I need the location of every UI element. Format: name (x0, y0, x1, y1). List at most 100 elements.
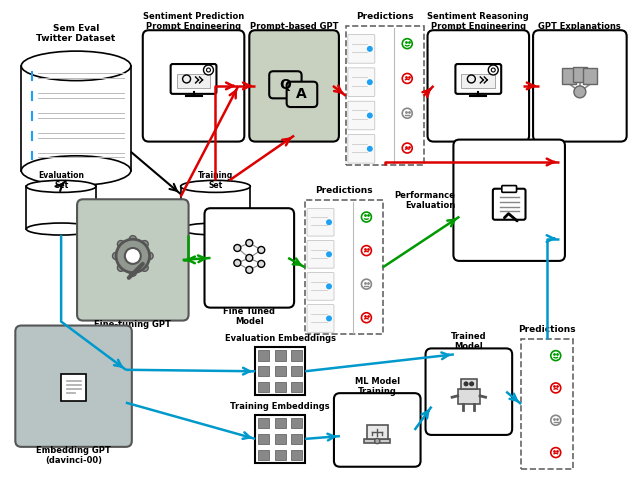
Circle shape (129, 236, 136, 243)
Bar (563, 68, 577, 84)
FancyBboxPatch shape (334, 393, 420, 467)
Bar (291, 418, 302, 428)
FancyBboxPatch shape (307, 241, 334, 268)
Bar (180, 186, 250, 229)
FancyBboxPatch shape (456, 64, 501, 94)
Bar (258, 418, 269, 428)
Circle shape (246, 267, 253, 273)
Circle shape (470, 382, 474, 386)
Text: ML Model
Training: ML Model Training (355, 377, 400, 396)
Text: Embedding GPT
(davinci-00): Embedding GPT (davinci-00) (36, 446, 111, 465)
Bar (364, 439, 390, 443)
FancyBboxPatch shape (348, 68, 375, 97)
Text: Evaluation
Set: Evaluation Set (38, 171, 84, 190)
Bar (305, 200, 383, 335)
Circle shape (403, 74, 412, 83)
Text: Training
Set: Training Set (198, 171, 233, 190)
Bar (583, 68, 597, 84)
Bar (291, 382, 302, 392)
Text: Trained
Model: Trained Model (451, 332, 486, 351)
Circle shape (258, 246, 265, 253)
Circle shape (125, 248, 141, 264)
FancyBboxPatch shape (15, 325, 132, 447)
Circle shape (246, 240, 253, 246)
Text: Fine-tuning GPT: Fine-tuning GPT (94, 319, 172, 329)
Text: Q: Q (280, 77, 291, 92)
Text: Sem Eval
Twitter Dataset: Sem Eval Twitter Dataset (36, 24, 116, 43)
Text: Evaluation Embeddings: Evaluation Embeddings (225, 335, 335, 343)
Circle shape (403, 143, 412, 153)
Text: Prompt-based GPT: Prompt-based GPT (250, 22, 339, 31)
Bar (521, 340, 573, 469)
FancyBboxPatch shape (426, 348, 512, 435)
Bar (275, 366, 285, 376)
FancyBboxPatch shape (61, 374, 86, 401)
FancyBboxPatch shape (287, 82, 317, 107)
Circle shape (246, 254, 253, 261)
Bar (26, 186, 96, 229)
Circle shape (326, 251, 332, 257)
Bar (291, 434, 302, 444)
FancyBboxPatch shape (171, 64, 216, 94)
FancyBboxPatch shape (269, 71, 301, 98)
Bar (255, 415, 305, 463)
Text: Training Embeddings: Training Embeddings (230, 402, 330, 411)
FancyBboxPatch shape (348, 35, 375, 63)
Text: Performance
Evaluation: Performance Evaluation (394, 191, 456, 210)
Circle shape (362, 212, 371, 222)
Circle shape (234, 259, 241, 267)
FancyBboxPatch shape (250, 30, 339, 142)
Circle shape (367, 113, 373, 119)
Circle shape (113, 252, 120, 260)
Circle shape (117, 241, 125, 248)
Bar (275, 450, 285, 460)
Circle shape (362, 279, 371, 289)
Text: Sentiment Prediction
Prompt Engineering: Sentiment Prediction Prompt Engineering (143, 12, 244, 31)
Bar (275, 382, 285, 392)
Bar (258, 382, 269, 392)
Circle shape (403, 39, 412, 49)
Circle shape (367, 146, 373, 152)
FancyBboxPatch shape (307, 305, 334, 332)
FancyBboxPatch shape (533, 30, 627, 142)
Bar (255, 347, 305, 395)
Ellipse shape (26, 180, 96, 193)
Bar (367, 425, 388, 439)
Circle shape (129, 269, 136, 276)
Bar (258, 350, 269, 361)
FancyBboxPatch shape (493, 189, 525, 220)
FancyBboxPatch shape (143, 30, 244, 142)
Circle shape (141, 264, 148, 271)
Bar (275, 434, 285, 444)
Circle shape (362, 313, 371, 323)
Text: Sentiment Reasoning
Prompt Engineering: Sentiment Reasoning Prompt Engineering (428, 12, 529, 31)
Text: Fine Tuned
Model: Fine Tuned Model (223, 307, 275, 326)
Circle shape (207, 68, 211, 72)
FancyBboxPatch shape (348, 134, 375, 163)
Bar (291, 366, 302, 376)
Bar (461, 74, 495, 88)
Bar (177, 74, 211, 88)
Circle shape (551, 416, 561, 425)
Circle shape (367, 79, 373, 85)
Circle shape (234, 245, 241, 251)
FancyBboxPatch shape (453, 140, 565, 261)
Bar (458, 389, 480, 404)
FancyBboxPatch shape (77, 199, 189, 320)
Bar (275, 418, 285, 428)
Text: Predictions: Predictions (518, 325, 576, 335)
Ellipse shape (21, 156, 131, 185)
Text: Predictions: Predictions (356, 12, 413, 21)
Text: Predictions: Predictions (315, 186, 372, 196)
Circle shape (326, 283, 332, 290)
Bar (258, 450, 269, 460)
Bar (461, 379, 477, 389)
Ellipse shape (21, 51, 131, 81)
Text: A: A (296, 87, 307, 101)
Circle shape (551, 351, 561, 361)
FancyBboxPatch shape (348, 101, 375, 130)
FancyBboxPatch shape (428, 30, 529, 142)
Text: GPT Explanations: GPT Explanations (538, 22, 621, 31)
Bar (291, 450, 302, 460)
Circle shape (204, 65, 214, 75)
